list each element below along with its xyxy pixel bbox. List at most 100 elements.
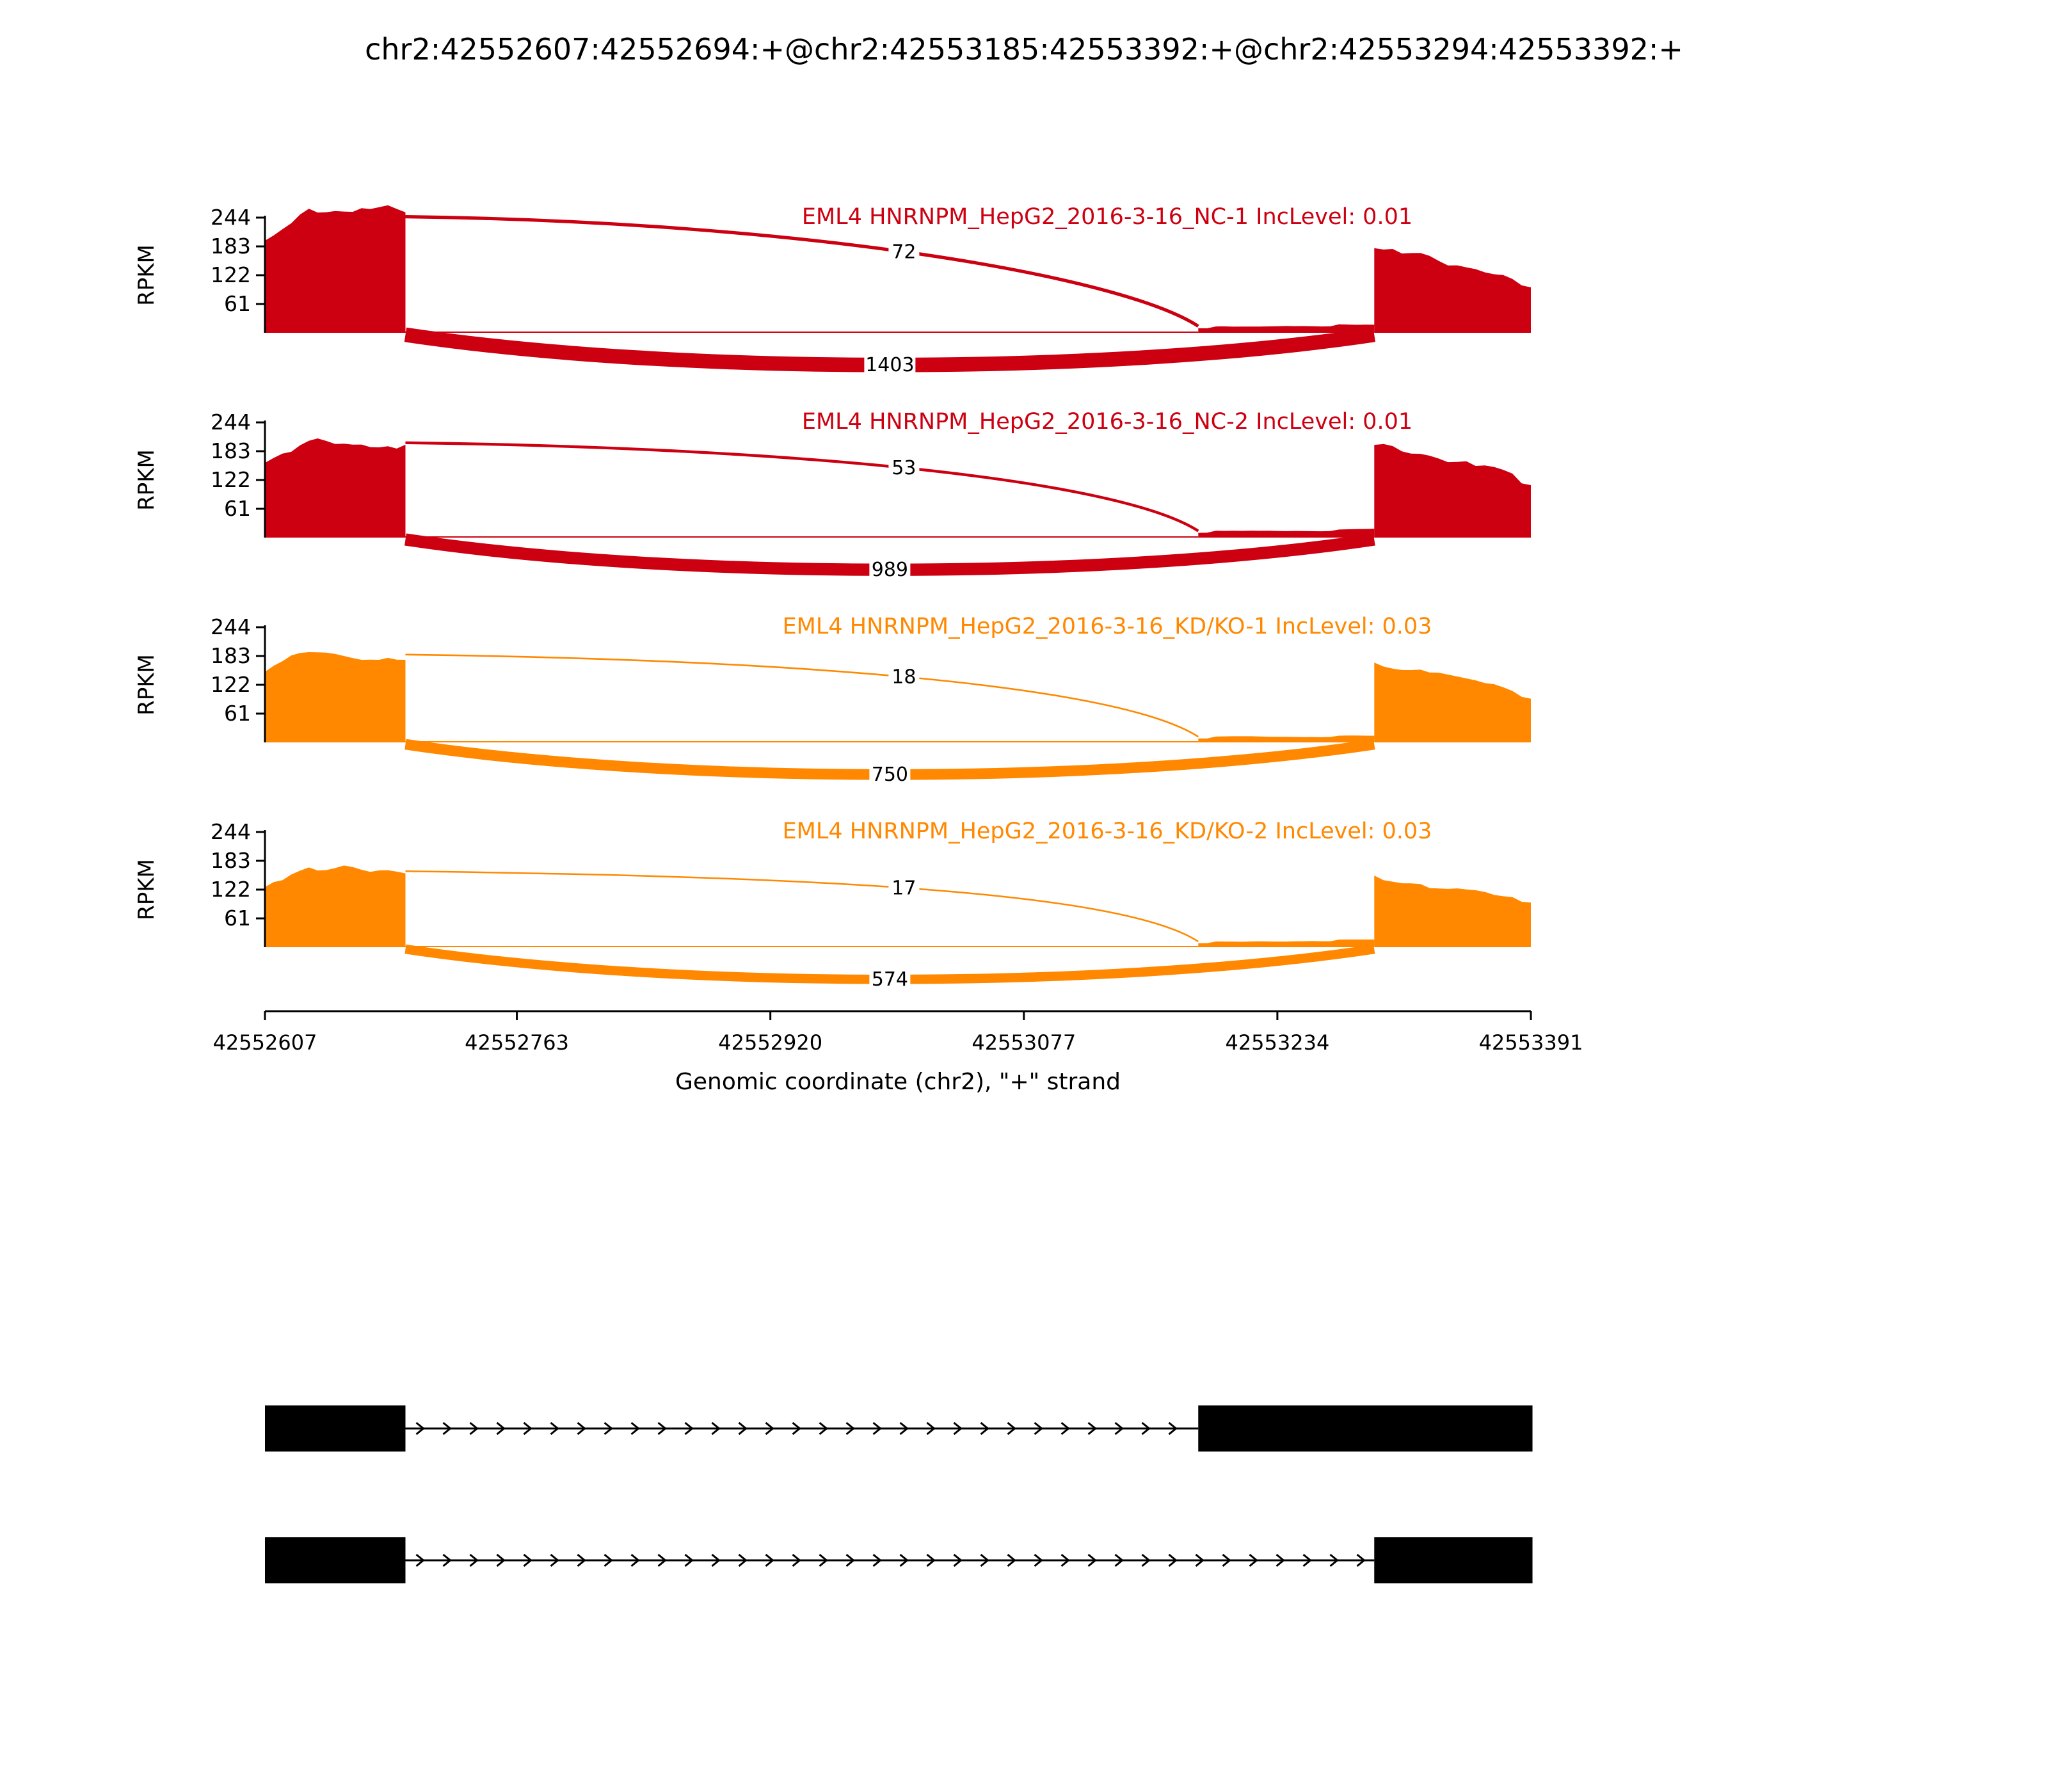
y-tick-label: 183 bbox=[211, 643, 251, 668]
junction-count-bg bbox=[888, 874, 920, 902]
y-axis-title: RPKM bbox=[134, 244, 159, 306]
junction-count-bg bbox=[869, 556, 911, 583]
junction-count-bg bbox=[869, 761, 911, 788]
y-tick-label: 183 bbox=[211, 848, 251, 873]
strand-arrow-icon bbox=[684, 1421, 694, 1436]
strand-arrow-icon bbox=[1141, 1553, 1151, 1567]
coverage-right bbox=[1374, 662, 1531, 742]
strand-arrow-icon bbox=[442, 1421, 452, 1436]
strand-arrow-icon bbox=[523, 1421, 532, 1436]
strand-arrow-icon bbox=[980, 1421, 989, 1436]
y-tick-label: 61 bbox=[224, 906, 251, 931]
junction-count-label: 53 bbox=[892, 457, 916, 479]
junction-count-bg bbox=[888, 238, 920, 266]
strand-arrow-icon bbox=[738, 1421, 748, 1436]
strand-arrow-icon bbox=[496, 1421, 506, 1436]
strand-arrow-icon bbox=[1195, 1553, 1204, 1567]
y-tick-label: 122 bbox=[211, 467, 251, 492]
strand-arrow-icon bbox=[1060, 1421, 1070, 1436]
coverage-mid bbox=[1198, 529, 1375, 538]
strand-arrow-icon bbox=[469, 1553, 479, 1567]
strand-arrow-icon bbox=[577, 1553, 586, 1567]
y-tick-label: 122 bbox=[211, 877, 251, 902]
strand-arrow-icon bbox=[1060, 1553, 1070, 1567]
y-tick-label: 61 bbox=[224, 496, 251, 521]
strand-arrow-icon bbox=[1007, 1421, 1016, 1436]
strand-arrow-icon bbox=[738, 1553, 748, 1567]
strand-arrow-icon bbox=[604, 1421, 613, 1436]
strand-arrow-icon bbox=[1034, 1553, 1043, 1567]
coverage-right bbox=[1374, 248, 1531, 333]
exon-box bbox=[265, 1537, 406, 1583]
strand-arrow-icon bbox=[1087, 1553, 1097, 1567]
x-tick-label: 42552763 bbox=[465, 1030, 569, 1055]
junction-count-bg bbox=[864, 351, 916, 378]
strand-arrow-icon bbox=[1168, 1421, 1178, 1436]
track-KD-KO-1: 18 750 61 122 183 244 RPKM EML4 HNRNPM_HepG2_20… bbox=[134, 614, 1531, 788]
strand-arrow-icon bbox=[630, 1421, 640, 1436]
coverage-right bbox=[1374, 444, 1531, 538]
track-title: EML4 HNRNPM_HepG2_2016-3-16_KD/KO-2 IncL… bbox=[783, 819, 1432, 844]
coverage-left bbox=[265, 652, 406, 742]
junction-count-label: 72 bbox=[892, 241, 916, 263]
y-axis-title: RPKM bbox=[134, 859, 159, 920]
strand-arrow-icon bbox=[1356, 1553, 1366, 1567]
strand-arrow-icon bbox=[604, 1553, 613, 1567]
strand-arrow-icon bbox=[442, 1553, 452, 1567]
strand-arrow-icon bbox=[550, 1553, 559, 1567]
x-tick-label: 42553077 bbox=[972, 1030, 1076, 1055]
junction-count-label: 989 bbox=[872, 559, 908, 581]
strand-arrow-icon bbox=[1114, 1553, 1124, 1567]
y-tick-label: 61 bbox=[224, 701, 251, 726]
strand-arrow-icon bbox=[1276, 1553, 1285, 1567]
strand-arrow-icon bbox=[711, 1553, 721, 1567]
strand-arrow-icon bbox=[872, 1553, 882, 1567]
strand-arrow-icon bbox=[980, 1553, 989, 1567]
strand-arrow-icon bbox=[845, 1553, 855, 1567]
x-axis: 42552607 42552763 42552920 42553077 42553234… bbox=[213, 1010, 1583, 1095]
strand-arrow-icon bbox=[657, 1421, 667, 1436]
track-title: EML4 HNRNPM_HepG2_2016-3-16_KD/KO-1 IncL… bbox=[783, 614, 1432, 639]
junction-count-label: 1403 bbox=[865, 354, 914, 376]
strand-arrow-icon bbox=[496, 1553, 506, 1567]
track-title: EML4 HNRNPM_HepG2_2016-3-16_NC-2 IncLeve… bbox=[802, 409, 1412, 435]
strand-arrow-icon bbox=[1087, 1421, 1097, 1436]
y-tick-label: 122 bbox=[211, 262, 251, 287]
gene-model-isoform-short-exon bbox=[265, 1537, 1533, 1583]
coverage-mid bbox=[1198, 324, 1375, 333]
x-tick-label: 42552607 bbox=[213, 1030, 317, 1055]
plot-title: chr2:42552607:42552694:+@chr2:42553185:4… bbox=[365, 32, 1683, 67]
x-axis-title: Genomic coordinate (chr2), "+" strand bbox=[675, 1069, 1121, 1095]
junction-count-label: 574 bbox=[872, 968, 908, 991]
exon-box bbox=[1374, 1537, 1533, 1583]
junction-arc-top bbox=[405, 653, 1199, 738]
strand-arrow-icon bbox=[630, 1553, 640, 1567]
exon-box bbox=[1198, 1405, 1533, 1452]
strand-arrow-icon bbox=[1222, 1553, 1231, 1567]
track-NC-1: 72 1403 61 122 183 244 RPKM EML4 HNRNPM_HepG2_2… bbox=[134, 204, 1531, 378]
strand-arrow-icon bbox=[415, 1553, 425, 1567]
y-tick-label: 183 bbox=[211, 234, 251, 259]
strand-arrow-icon bbox=[765, 1553, 774, 1567]
strand-arrow-icon bbox=[1302, 1553, 1312, 1567]
junction-arc-top bbox=[405, 870, 1199, 943]
strand-arrow-icon bbox=[1168, 1553, 1178, 1567]
y-tick-label: 244 bbox=[211, 819, 251, 844]
strand-arrow-icon bbox=[523, 1553, 532, 1567]
y-axis-title: RPKM bbox=[134, 449, 159, 511]
coverage-right bbox=[1374, 876, 1531, 947]
y-axis-title: RPKM bbox=[134, 654, 159, 716]
track-title: EML4 HNRNPM_HepG2_2016-3-16_NC-1 IncLeve… bbox=[802, 204, 1412, 230]
strand-arrow-icon bbox=[872, 1421, 882, 1436]
strand-arrow-icon bbox=[953, 1553, 963, 1567]
track-KD-KO-2: 17 574 61 122 183 244 RPKM EML4 HNRNPM_HepG2_20… bbox=[134, 819, 1531, 993]
y-tick-label: 183 bbox=[211, 438, 251, 463]
y-tick-label: 244 bbox=[211, 410, 251, 435]
junction-count-bg bbox=[888, 663, 920, 691]
strand-arrow-icon bbox=[926, 1421, 936, 1436]
strand-arrow-icon bbox=[1329, 1553, 1339, 1567]
junction-count-label: 17 bbox=[892, 877, 916, 899]
junction-count-bg bbox=[869, 966, 911, 993]
strand-arrow-icon bbox=[819, 1421, 828, 1436]
